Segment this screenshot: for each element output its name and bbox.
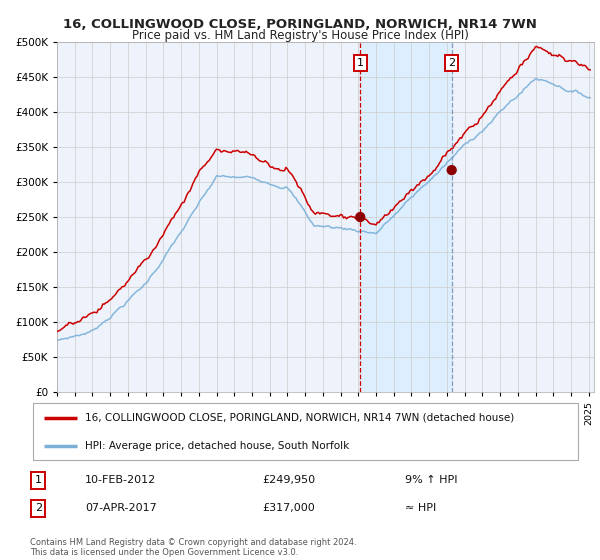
Text: £249,950: £249,950	[262, 475, 315, 486]
Text: 9% ↑ HPI: 9% ↑ HPI	[406, 475, 458, 486]
Text: 2: 2	[448, 58, 455, 68]
Text: 1: 1	[35, 475, 42, 486]
Point	[447, 166, 457, 175]
Text: Price paid vs. HM Land Registry's House Price Index (HPI): Price paid vs. HM Land Registry's House …	[131, 29, 469, 42]
Text: 16, COLLINGWOOD CLOSE, PORINGLAND, NORWICH, NR14 7WN (detached house): 16, COLLINGWOOD CLOSE, PORINGLAND, NORWI…	[85, 413, 514, 423]
Text: £317,000: £317,000	[262, 503, 314, 514]
Text: 10-FEB-2012: 10-FEB-2012	[85, 475, 157, 486]
Text: HPI: Average price, detached house, South Norfolk: HPI: Average price, detached house, Sout…	[85, 441, 349, 451]
Text: Contains HM Land Registry data © Crown copyright and database right 2024.
This d: Contains HM Land Registry data © Crown c…	[30, 538, 356, 557]
Text: 16, COLLINGWOOD CLOSE, PORINGLAND, NORWICH, NR14 7WN: 16, COLLINGWOOD CLOSE, PORINGLAND, NORWI…	[63, 18, 537, 31]
Point	[355, 213, 365, 222]
Text: 07-APR-2017: 07-APR-2017	[85, 503, 157, 514]
FancyBboxPatch shape	[33, 403, 578, 460]
Text: 1: 1	[357, 58, 364, 68]
Text: ≈ HPI: ≈ HPI	[406, 503, 437, 514]
Bar	[360, 42, 452, 392]
Text: 2: 2	[35, 503, 42, 514]
